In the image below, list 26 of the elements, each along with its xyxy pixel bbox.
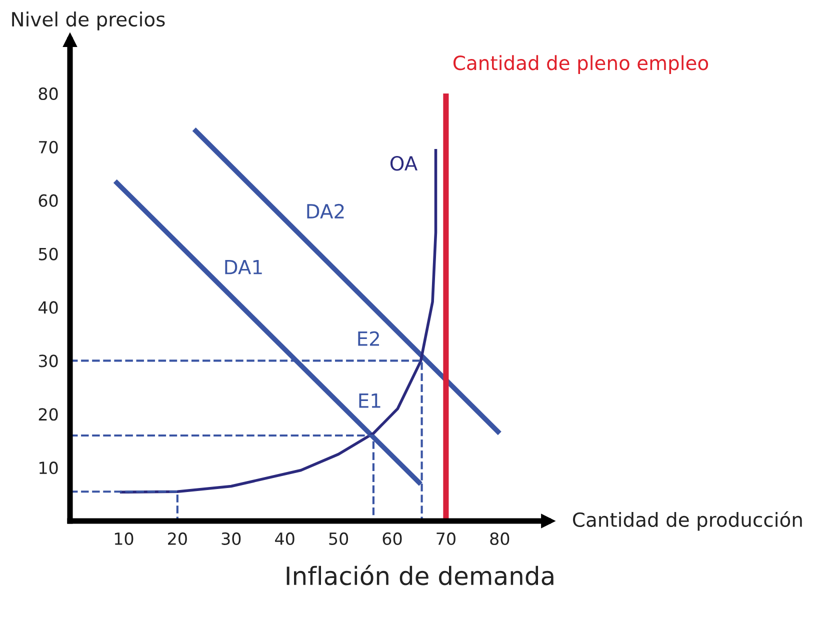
- series-label: Cantidad de pleno empleo: [453, 55, 708, 74]
- y-tick-label: 70: [39, 140, 58, 154]
- series-label: OA: [390, 156, 418, 171]
- x-axis-title: Cantidad de producción: [572, 511, 802, 531]
- y-tick-label: 80: [38, 87, 58, 100]
- annotation: E1: [359, 394, 380, 408]
- x-tick-label: 10: [114, 532, 134, 546]
- y-tick-label: 20: [38, 408, 58, 421]
- y-tick-label: 60: [38, 194, 58, 207]
- x-tick-label: 80: [490, 532, 510, 546]
- x-tick-label: 70: [436, 532, 456, 546]
- y-axis-title: Nivel de precios: [12, 12, 165, 30]
- series-label: DA1: [225, 260, 262, 274]
- series-label: DA2: [307, 204, 344, 218]
- y-tick-label: 30: [38, 354, 58, 368]
- annotation: E2: [358, 331, 379, 346]
- text: Inflación de demanda: [286, 564, 554, 586]
- x-tick-label: 20: [168, 532, 187, 546]
- y-tick-label: 50: [38, 248, 58, 260]
- line-series: [118, 148, 438, 494]
- x-tick-label: 40: [275, 532, 294, 546]
- y-tick-label: 10: [40, 462, 58, 474]
- x-tick-label: 30: [222, 532, 241, 546]
- x-tick-label: 60: [382, 532, 402, 546]
- x-tick-label: 50: [329, 532, 348, 546]
- y-tick-label: 40: [38, 301, 58, 314]
